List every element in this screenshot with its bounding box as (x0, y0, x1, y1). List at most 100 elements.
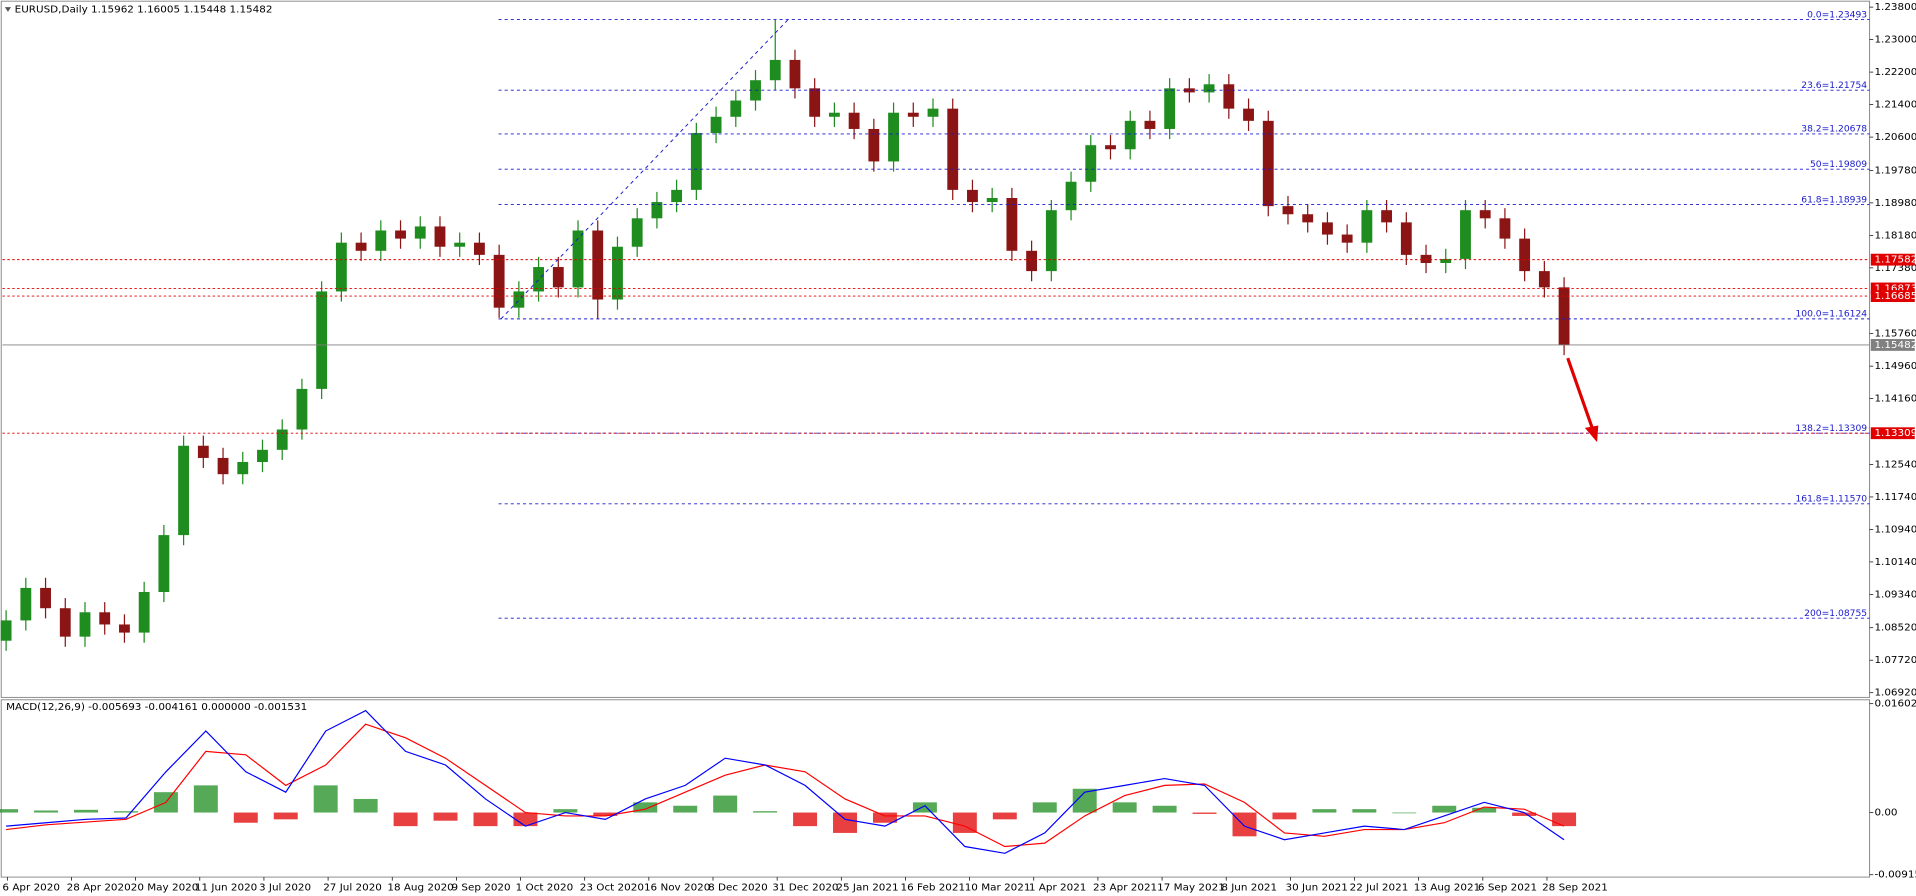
candle-body (1558, 287, 1570, 346)
x-tick-label: 31 Dec 2020 (772, 883, 838, 894)
histogram-bar (1032, 802, 1057, 813)
x-tick-label: 8 Dec 2020 (708, 883, 768, 894)
macd-panel (0, 699, 1871, 878)
fib-label: 38.2=1.20678 (1801, 125, 1867, 135)
histogram-bar (1112, 802, 1137, 813)
fib-label: 100.0=1.16124 (1795, 310, 1867, 320)
level-label: 1.16873 (1874, 284, 1916, 295)
histogram-bar (1232, 812, 1257, 837)
candle-body (119, 624, 130, 633)
candle-body (1381, 210, 1393, 223)
y-tick-label: 1.22200 (1874, 67, 1916, 78)
histogram-bar (833, 812, 858, 833)
x-tick-label: 17 May 2021 (1157, 883, 1225, 894)
level-tag (1870, 253, 1915, 266)
candle-body (1085, 145, 1097, 182)
histogram-bar (992, 812, 1017, 820)
bid-tag (1870, 339, 1915, 351)
candle-body (99, 612, 111, 625)
y-tick-label: 0.00 (1874, 808, 1897, 819)
x-tick-label: 6 Apr 2020 (2, 883, 60, 894)
candle-body (1243, 108, 1254, 121)
y-tick-label: 1.14960 (1874, 361, 1916, 372)
candle-body (1006, 198, 1018, 251)
candle-body (138, 591, 150, 633)
candle-body (454, 242, 466, 247)
x-tick-label: 28 Sep 2021 (1542, 883, 1608, 894)
candle-body (848, 112, 860, 129)
candle-body (178, 445, 190, 536)
candle-body (375, 230, 387, 251)
y-tick-label: 1.23000 (1874, 35, 1916, 46)
candle-body (59, 608, 71, 637)
x-tick-label: 25 Jan 2021 (836, 883, 898, 894)
candle-body (1144, 120, 1156, 129)
y-tick-label: 1.10140 (1874, 557, 1916, 568)
histogram-bar (1472, 807, 1497, 813)
x-tick-label: 10 Mar 2021 (965, 883, 1031, 894)
x-tick-label: 9 Sep 2020 (452, 883, 511, 894)
level-label: 1.13309 (1874, 428, 1916, 439)
candle-body (809, 88, 821, 117)
candle-body (690, 133, 702, 190)
candle-body (473, 242, 485, 255)
x-tick-label: 18 Aug 2020 (387, 883, 453, 894)
histogram-bar (952, 812, 977, 833)
candle-body (1302, 214, 1314, 223)
histogram-bar (553, 809, 578, 813)
candle-body (1282, 206, 1294, 215)
candle-body (1322, 222, 1333, 235)
candle-body (1479, 210, 1491, 219)
x-tick-label: 8 Jun 2021 (1221, 883, 1277, 894)
candle-body (907, 112, 919, 117)
candle-body (217, 457, 229, 475)
fib-label: 138.2=1.13309 (1795, 424, 1867, 434)
x-tick-label: 13 Aug 2021 (1414, 883, 1480, 894)
x-tick-label: 20 May 2020 (131, 883, 199, 894)
x-tick-label: 27 Jul 2020 (323, 883, 382, 894)
candle-body (0, 620, 12, 641)
candle-body (789, 59, 801, 89)
candle-body (1460, 210, 1471, 259)
macd-title: MACD(12,26,9) -0.005693 -0.004161 0.0000… (6, 702, 307, 713)
level-tag (1870, 427, 1915, 440)
candle-body (592, 230, 604, 300)
chart-title: EURUSD,Daily 1.15962 1.16005 1.15448 1.1… (15, 5, 273, 16)
candle-body (513, 291, 525, 308)
candle-body (710, 116, 722, 134)
bid-label: 1.15482 (1874, 340, 1916, 351)
candle-body (40, 587, 51, 609)
candle-body (927, 108, 939, 117)
histogram-bar (393, 812, 418, 827)
fib-label: 61.8=1.18939 (1801, 195, 1867, 205)
histogram-bar (1432, 805, 1457, 813)
histogram-bar (1152, 805, 1177, 813)
candle-body (1045, 210, 1057, 272)
projection-arrow (1566, 357, 1594, 429)
candle-body (276, 429, 288, 450)
x-tick-label: 23 Apr 2021 (1093, 883, 1157, 894)
candle-body (868, 128, 880, 162)
y-tick-label: 1.09340 (1874, 589, 1916, 600)
x-tick-label: 23 Oct 2020 (580, 883, 644, 894)
macd-line (6, 709, 1565, 854)
histogram-bar (74, 809, 98, 813)
candle-body (257, 449, 268, 463)
candle-body (671, 189, 683, 203)
y-tick-label: 1.07720 (1874, 655, 1916, 666)
y-tick-label: 1.18980 (1874, 198, 1916, 209)
y-tick-label: 1.06920 (1874, 688, 1916, 699)
histogram-bar (1552, 812, 1577, 827)
histogram-bar (353, 798, 378, 813)
histogram-bar (1512, 812, 1537, 816)
candle-body (1361, 210, 1373, 243)
x-tick-label: 16 Feb 2021 (901, 883, 966, 894)
x-tick-label: 6 Sep 2021 (1478, 883, 1537, 894)
y-tick-label: 1.19780 (1874, 165, 1916, 176)
fib-label: 23.6=1.21754 (1801, 81, 1867, 91)
x-tick-label: 16 Nov 2020 (644, 883, 710, 894)
candle-body (1538, 271, 1550, 288)
histogram-bar (673, 805, 698, 813)
candle-body (237, 462, 249, 475)
